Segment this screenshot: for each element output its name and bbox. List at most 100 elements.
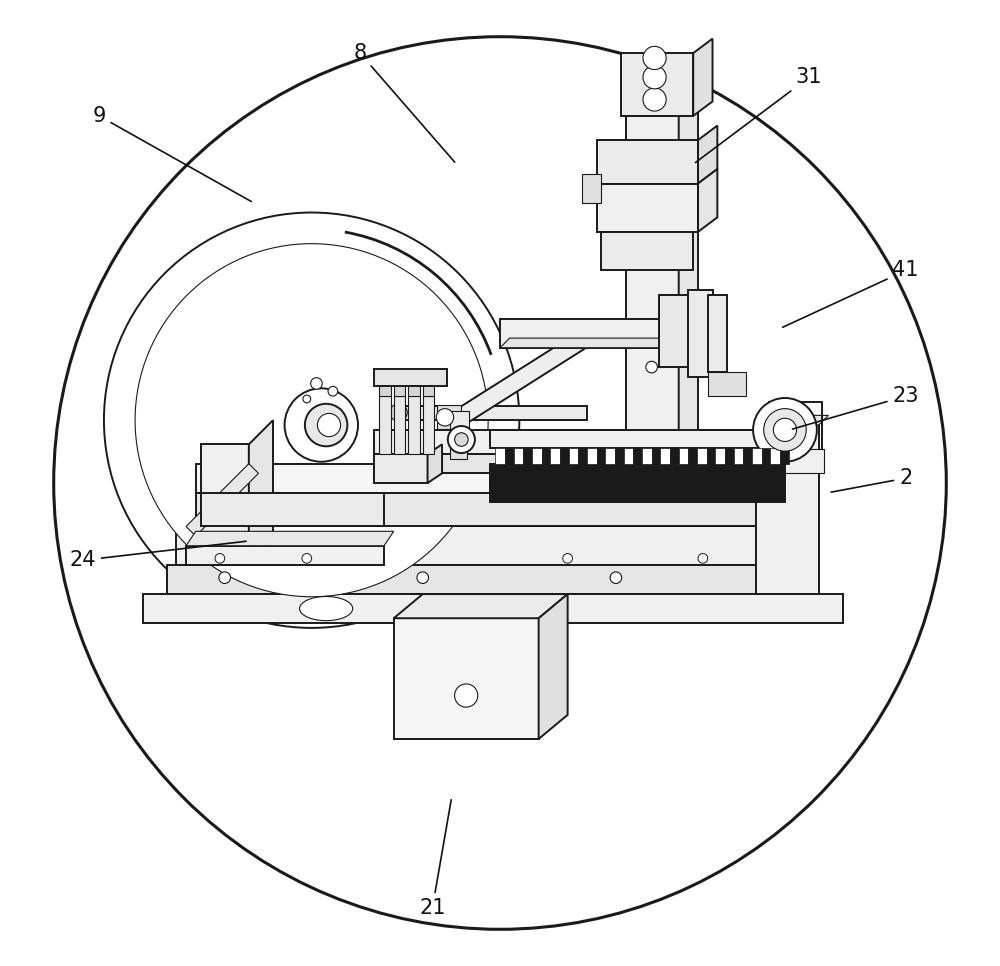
Bar	[605, 448, 615, 464]
Bar	[394, 384, 405, 396]
Text: 41: 41	[783, 261, 919, 327]
Bar	[394, 396, 405, 454]
Text: 2: 2	[831, 469, 912, 492]
Bar	[660, 448, 670, 464]
Bar	[500, 319, 664, 348]
Circle shape	[215, 554, 225, 563]
Bar	[707, 448, 715, 464]
Bar	[708, 295, 727, 372]
Bar	[597, 448, 605, 464]
Circle shape	[563, 554, 572, 563]
Bar	[670, 448, 679, 464]
Polygon shape	[143, 594, 843, 623]
Text: 31: 31	[695, 68, 822, 162]
Bar	[769, 402, 822, 454]
Bar	[582, 174, 601, 203]
Bar	[408, 396, 420, 454]
Polygon shape	[428, 444, 442, 483]
Circle shape	[455, 684, 478, 707]
Bar	[601, 232, 693, 270]
Polygon shape	[186, 464, 258, 536]
Polygon shape	[679, 92, 698, 454]
Text: 8: 8	[353, 43, 455, 162]
Circle shape	[54, 37, 946, 929]
Bar	[633, 448, 642, 464]
Bar	[578, 448, 587, 464]
Bar	[450, 411, 469, 430]
Polygon shape	[201, 444, 249, 565]
Circle shape	[773, 418, 797, 441]
Polygon shape	[399, 406, 587, 420]
Ellipse shape	[300, 597, 353, 621]
Polygon shape	[693, 39, 713, 116]
Circle shape	[390, 404, 407, 421]
Bar	[374, 369, 447, 386]
Bar	[780, 448, 789, 464]
Bar	[659, 295, 693, 367]
Polygon shape	[698, 126, 717, 184]
Bar	[615, 448, 624, 464]
Text: 9: 9	[92, 106, 251, 202]
Text: 23: 23	[792, 386, 919, 429]
Bar	[374, 454, 428, 483]
Bar	[542, 448, 550, 464]
Circle shape	[436, 409, 454, 426]
Bar	[569, 448, 578, 464]
Circle shape	[643, 46, 666, 70]
Polygon shape	[500, 338, 674, 348]
Bar	[597, 140, 698, 184]
Circle shape	[302, 554, 312, 563]
Bar	[379, 396, 391, 454]
Bar	[624, 448, 633, 464]
Polygon shape	[490, 464, 785, 502]
Bar	[523, 448, 532, 464]
Bar	[652, 448, 660, 464]
Bar	[679, 448, 688, 464]
Polygon shape	[176, 526, 790, 565]
Bar	[708, 372, 746, 396]
Bar	[450, 435, 467, 459]
Circle shape	[285, 388, 358, 462]
Circle shape	[698, 554, 708, 563]
Bar	[752, 448, 762, 464]
Text: 24: 24	[69, 541, 246, 570]
Bar	[626, 92, 679, 454]
Polygon shape	[201, 493, 384, 526]
Circle shape	[417, 572, 429, 583]
Polygon shape	[490, 430, 785, 448]
Bar	[423, 396, 434, 454]
Circle shape	[643, 88, 666, 111]
Bar	[495, 448, 505, 464]
Bar	[550, 448, 560, 464]
Polygon shape	[539, 594, 568, 739]
Bar	[597, 184, 698, 232]
Polygon shape	[186, 531, 394, 546]
Polygon shape	[249, 420, 273, 565]
Circle shape	[311, 378, 322, 389]
Circle shape	[104, 213, 519, 628]
Bar	[715, 448, 725, 464]
Polygon shape	[196, 464, 780, 493]
Circle shape	[753, 398, 817, 462]
Polygon shape	[196, 493, 780, 526]
Circle shape	[610, 572, 622, 583]
Circle shape	[643, 66, 666, 89]
Circle shape	[303, 395, 311, 403]
Bar	[734, 448, 743, 464]
Circle shape	[646, 241, 657, 252]
Polygon shape	[756, 415, 828, 425]
Bar	[408, 384, 420, 396]
Bar	[697, 448, 707, 464]
Polygon shape	[374, 454, 751, 473]
Bar	[751, 449, 824, 473]
Bar	[423, 384, 434, 396]
Bar	[560, 448, 569, 464]
Circle shape	[764, 409, 806, 451]
Bar	[743, 448, 752, 464]
Bar	[532, 448, 542, 464]
Bar	[379, 384, 391, 396]
Bar	[756, 425, 819, 594]
Bar	[688, 290, 713, 377]
Bar	[514, 448, 523, 464]
Bar	[621, 53, 693, 116]
